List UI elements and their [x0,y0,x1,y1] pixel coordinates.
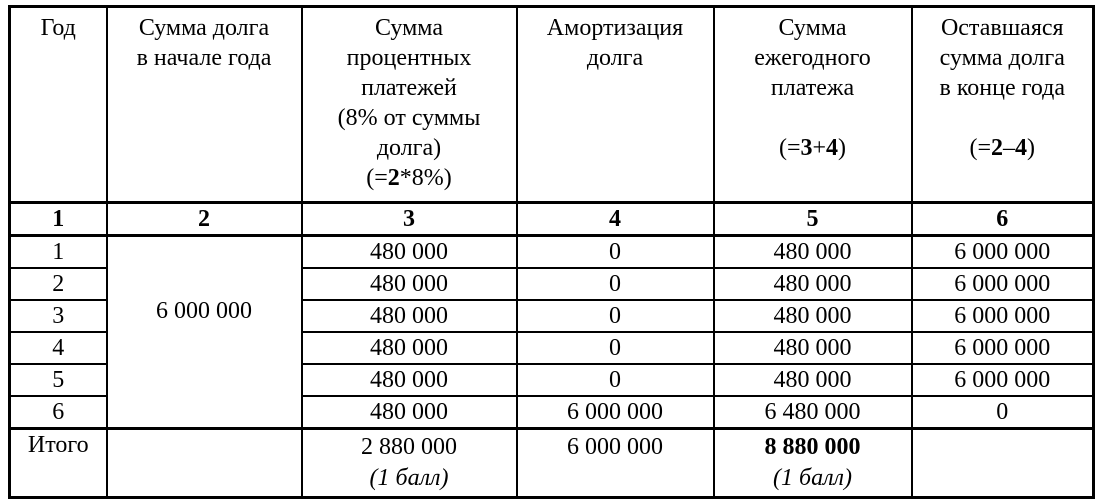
header-amortization: Амортизация долга [515,5,715,204]
header-line: в начале года [136,45,272,71]
cell-annual: 480 000 [712,234,913,269]
formula-bold-ref: 4 [1015,135,1028,161]
header-line: сумма долга [939,45,1065,71]
formula-text: *8%) [399,165,452,191]
table-row-year-1: 1 6 000 000 480 000 0 480 000 6 000 000 [8,234,1095,430]
header-debt-start: Сумма долга в начале года [105,5,303,204]
header-line: долга [586,45,644,71]
cell-amortization: 0 [515,363,715,397]
cell-year: 1 [8,234,108,269]
header-interest-formula: (=2*8%) [304,163,515,193]
column-number: 1 [8,201,108,237]
cell-remaining: 6 000 000 [910,331,1095,365]
cell-debt-start-merged: 6 000 000 [105,234,303,430]
formula-text: (= [778,135,801,161]
total-annual-value: 8 880 000 [764,434,861,460]
cell-amortization: 0 [515,234,715,269]
cell-annual: 6 480 000 [712,395,913,430]
column-number: 4 [515,201,715,237]
table-row-year-5: 5 480 000 0 480 000 6 000 000 [8,363,1095,397]
total-remaining-empty [910,427,1095,499]
header-line: Амортизация [546,15,684,41]
header-line: ежегодного [754,45,871,71]
total-label: Итого [8,427,108,499]
header-annual-payment: Сумма ежегодного платежа (=3+4) [712,5,913,204]
cell-amortization: 0 [515,331,715,365]
table-row-year-6: 6 480 000 6 000 000 6 480 000 0 [8,395,1095,430]
column-number: 6 [910,201,1095,237]
total-row: Итого 2 880 000 (1 балл) 6 000 000 8 880… [8,427,1095,499]
header-row: Год Сумма долга в начале года Сумма проц… [8,5,1095,204]
total-debt-start-empty [105,427,303,499]
formula-text: (= [366,165,388,191]
table-row-year-4: 4 480 000 0 480 000 6 000 000 [8,331,1095,365]
cell-annual: 480 000 [712,299,913,333]
formula-text: ) [838,135,847,161]
cell-amortization: 0 [515,299,715,333]
header-line: в конце года [939,75,1066,101]
table-row-year-3: 3 480 000 0 480 000 6 000 000 [8,299,1095,333]
formula-text: + [812,135,827,161]
cell-year: 4 [8,331,108,365]
cell-remaining: 6 000 000 [910,363,1095,397]
total-annual: 8 880 000 (1 балл) [712,427,913,499]
column-number: 3 [300,201,518,237]
formula-text: – [1003,135,1016,161]
column-number-row: 1 2 3 4 5 6 [8,201,1095,237]
cell-interest: 480 000 [300,234,518,269]
header-line: платежа [770,75,855,101]
document-page: Год Сумма долга в начале года Сумма проц… [8,5,1095,499]
total-interest-note: (1 балл) [369,465,449,491]
header-remaining-formula: (=2–4) [914,133,1092,163]
cell-interest: 480 000 [300,331,518,365]
header-line: долга) [376,135,442,161]
total-interest-value: 2 880 000 [361,434,457,460]
header-line: (8% от суммы [337,105,481,131]
cell-annual: 480 000 [712,363,913,397]
formula-bold-ref: 4 [826,135,839,161]
cell-remaining: 6 000 000 [910,299,1095,333]
header-line: Оставшаяся [940,15,1064,41]
formula-bold-ref: 2 [387,165,400,191]
cell-amortization: 6 000 000 [515,395,715,430]
cell-annual: 480 000 [712,267,913,301]
amortization-table: Год Сумма долга в начале года Сумма проц… [8,5,1095,499]
cell-remaining: 6 000 000 [910,267,1095,301]
header-line: платежей [361,75,457,101]
cell-annual: 480 000 [712,331,913,365]
total-amortization: 6 000 000 [515,427,715,499]
cell-interest: 480 000 [300,267,518,301]
cell-year: 5 [8,363,108,397]
column-number: 2 [105,201,303,237]
cell-interest: 480 000 [300,363,518,397]
header-line: Сумма [375,15,443,41]
header-line: Год [40,15,76,41]
header-interest: Сумма процентных платежей (8% от суммы д… [300,5,518,204]
column-number: 5 [712,201,913,237]
formula-text: (= [969,135,992,161]
header-line: процентных [346,45,472,71]
formula-bold-ref: 2 [991,135,1004,161]
formula-bold-ref: 3 [800,135,813,161]
cell-interest: 480 000 [300,395,518,430]
header-year: Год [8,5,108,204]
cell-year: 3 [8,299,108,333]
cell-amortization: 0 [515,267,715,301]
cell-year: 6 [8,395,108,430]
total-annual-note: (1 балл) [773,465,852,491]
table-row-year-2: 2 480 000 0 480 000 6 000 000 [8,267,1095,301]
header-spacer [914,103,1092,133]
cell-remaining: 6 000 000 [910,234,1095,269]
header-spacer [716,103,910,133]
cell-year: 2 [8,267,108,301]
cell-interest: 480 000 [300,299,518,333]
total-amortization-value: 6 000 000 [567,434,663,460]
formula-text: ) [1027,135,1036,161]
cell-remaining: 0 [910,395,1095,430]
header-line: Сумма [778,15,847,41]
header-remaining-debt: Оставшаяся сумма долга в конце года (=2–… [910,5,1095,204]
header-annual-formula: (=3+4) [716,133,910,163]
header-line: Сумма долга [138,15,270,41]
total-interest: 2 880 000 (1 балл) [300,427,518,499]
